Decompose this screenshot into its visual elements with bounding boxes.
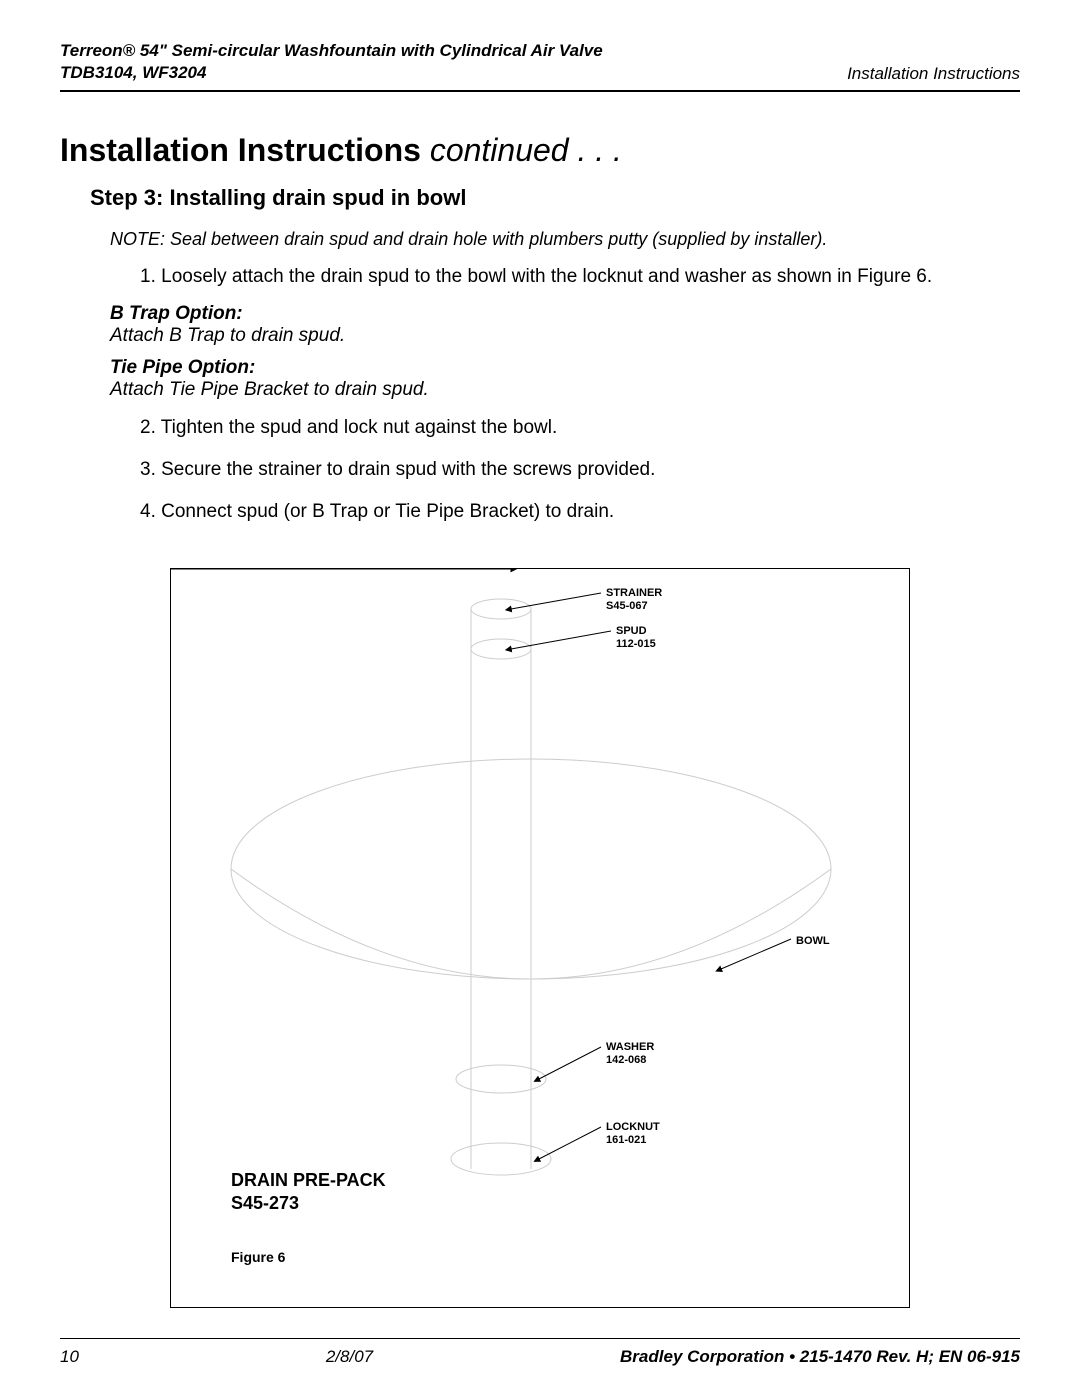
header-product: Terreon® 54" Semi-circular Washfountain …	[60, 40, 603, 84]
main-title-italic: continued . . .	[421, 132, 622, 168]
label-washer-l1: WASHER	[606, 1041, 654, 1053]
label-drain-prepack-l1: DRAIN PRE-PACK	[231, 1170, 386, 1190]
header-doc-type: Installation Instructions	[847, 64, 1020, 84]
label-locknut-l1: LOCKNUT	[606, 1121, 660, 1133]
label-spud-l2: 112-015	[616, 638, 656, 650]
btrap-body: Attach B Trap to drain spud.	[60, 325, 1020, 347]
step-2: 2. Tighten the spud and lock nut against…	[60, 413, 1020, 443]
figure-caption: Figure 6	[231, 1249, 285, 1265]
footer-corp: Bradley Corporation • 215-1470 Rev. H; E…	[620, 1347, 1020, 1367]
label-washer-l2: 142-068	[606, 1054, 646, 1066]
step-4: 4. Connect spud (or B Trap or Tie Pipe B…	[60, 497, 1020, 527]
step-title: Step 3: Installing drain spud in bowl	[60, 185, 1020, 211]
label-spud-l1: SPUD	[616, 625, 647, 637]
label-strainer: STRAINER S45-067	[606, 587, 662, 613]
label-bowl: BOWL	[796, 935, 830, 948]
tiepipe-title: Tie Pipe Option:	[60, 357, 1020, 379]
step-1: 1. Loosely attach the drain spud to the …	[60, 262, 1020, 292]
main-title-bold: Installation Instructions	[60, 132, 421, 168]
main-title: Installation Instructions continued . . …	[60, 132, 1020, 169]
label-locknut-l2: 161-021	[606, 1134, 646, 1146]
label-locknut: LOCKNUT 161-021	[606, 1121, 660, 1147]
header-product-line2: TDB3104, WF3204	[60, 63, 206, 82]
footer-page: 10	[60, 1347, 79, 1367]
label-drain-prepack: DRAIN PRE-PACK S45-273	[231, 1169, 386, 1216]
page-footer: 10 2/8/07 Bradley Corporation • 215-1470…	[60, 1338, 1020, 1367]
tiepipe-body: Attach Tie Pipe Bracket to drain spud.	[60, 379, 1020, 401]
label-strainer-l1: STRAINER	[606, 587, 662, 599]
label-spud: SPUD 112-015	[616, 625, 656, 651]
step-3: 3. Secure the strainer to drain spud wit…	[60, 455, 1020, 485]
figure-6: STRAINER S45-067 SPUD 112-015 BOWL WASHE…	[170, 568, 910, 1308]
header-product-line1: Terreon® 54" Semi-circular Washfountain …	[60, 41, 603, 60]
page-header: Terreon® 54" Semi-circular Washfountain …	[60, 40, 1020, 92]
label-strainer-l2: S45-067	[606, 600, 648, 612]
note-text: NOTE: Seal between drain spud and drain …	[60, 229, 1020, 250]
footer-date: 2/8/07	[326, 1347, 373, 1367]
document-page: Terreon® 54" Semi-circular Washfountain …	[0, 0, 1080, 1397]
label-washer: WASHER 142-068	[606, 1041, 654, 1067]
label-drain-prepack-l2: S45-273	[231, 1193, 299, 1213]
btrap-title: B Trap Option:	[60, 303, 1020, 325]
